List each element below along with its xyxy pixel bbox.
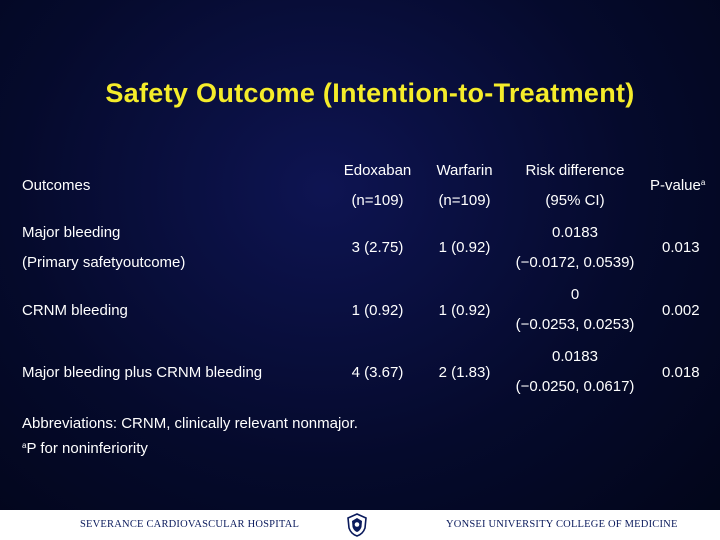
header-outcomes: Outcomes (22, 177, 91, 194)
header-warfarin: Warfarin (436, 162, 493, 179)
header-pvalue-label: P-value (650, 177, 701, 194)
row-major-bleeding-pvalue: 0.013 (662, 239, 700, 256)
row-major-bleeding-warfarin: 1 (0.92) (438, 239, 491, 256)
header-pvalue: P-valuea (650, 177, 705, 194)
header-edoxaban-n: (n=109) (351, 192, 404, 209)
footer-bar: SEVERANCE CARDIOVASCULAR HOSPITAL YONSEI… (0, 510, 720, 540)
row-combined-risk-diff: 0.0183 (552, 348, 598, 365)
header-risk-ci: (95% CI) (545, 192, 605, 209)
row-combined-risk-ci: (−0.0250, 0.0617) (515, 378, 635, 395)
header-warfarin-n: (n=109) (438, 192, 491, 209)
row-crnm-bleeding-risk-ci: (−0.0253, 0.0253) (515, 316, 635, 333)
footer-hospital-name: SEVERANCE CARDIOVASCULAR HOSPITAL (80, 519, 300, 530)
footnote-sup: a (22, 441, 27, 450)
row-major-bleeding-subtitle: (Primary safetyoutcome) (22, 254, 186, 271)
row-crnm-bleeding-edoxaban: 1 (0.92) (351, 302, 404, 319)
row-crnm-bleeding-pvalue: 0.002 (662, 302, 700, 319)
footnote: aP for noninferiority (22, 440, 148, 457)
row-combined-outcome: Major bleeding plus CRNM bleeding (22, 364, 263, 381)
footnote-text: P for noninferiority (26, 440, 148, 457)
abbreviations-note: Abbreviations: CRNM, clinically relevant… (22, 415, 358, 432)
header-pvalue-sup: a (700, 178, 706, 187)
row-combined-pvalue: 0.018 (662, 364, 700, 381)
page-title: Safety Outcome (Intention-to-Treatment) (105, 78, 635, 108)
row-major-bleeding-outcome: Major bleeding (22, 224, 121, 241)
university-emblem-icon (347, 513, 367, 537)
footer-college-name: YONSEI UNIVERSITY COLLEGE OF MEDICINE (446, 519, 678, 530)
row-major-bleeding-risk-ci: (−0.0172, 0.0539) (515, 254, 635, 271)
row-major-bleeding-risk-diff: 0.0183 (552, 224, 598, 241)
row-major-bleeding-edoxaban: 3 (2.75) (351, 239, 404, 256)
row-crnm-bleeding-outcome: CRNM bleeding (22, 302, 128, 319)
row-combined-edoxaban: 4 (3.67) (351, 364, 404, 381)
row-combined-warfarin: 2 (1.83) (438, 364, 491, 381)
row-crnm-bleeding-warfarin: 1 (0.92) (438, 302, 491, 319)
header-risk-difference: Risk difference (525, 162, 625, 179)
header-edoxaban: Edoxaban (343, 162, 412, 179)
row-crnm-bleeding-risk-diff: 0 (570, 286, 580, 303)
